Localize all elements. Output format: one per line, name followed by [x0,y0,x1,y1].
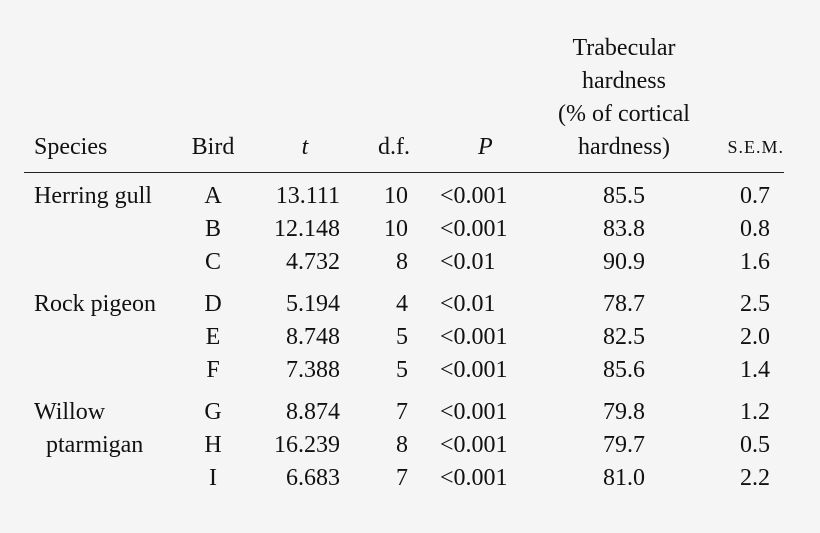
cell-bird: G [204,399,222,425]
cell-species: ptarmigan [46,432,144,458]
cell-trabecular-hardness: 79.7 [603,432,645,458]
cell-df: 7 [396,465,408,491]
cell-t: 13.111 [275,183,340,209]
cell-df: 8 [396,432,408,458]
cell-df: 5 [396,324,408,350]
header-t: t [301,134,309,160]
table-body: Herring gull A 13.111 10 <0.001 85.5 0.7 B 12.14… [24,180,784,495]
cell-p: <0.001 [440,324,508,350]
group-spacer [24,387,784,396]
header-trabecular-line: hardness) [578,134,670,160]
table-row: C 4.732 8 <0.01 90.9 1.6 [24,246,784,279]
cell-p: <0.001 [440,357,508,383]
header-sem: S.E.M. [727,137,784,157]
group-spacer [24,279,784,288]
cell-bird: E [205,324,221,350]
table-row: I 6.683 7 <0.001 81.0 2.2 [24,462,784,495]
cell-bird: A [204,183,222,209]
cell-t: 4.732 [286,249,340,275]
header-trabecular-line: Trabecular [572,35,676,61]
cell-t: 16.239 [274,432,340,458]
cell-sem: 0.5 [740,432,770,458]
cell-t: 7.388 [286,357,340,383]
cell-trabecular-hardness: 85.5 [603,183,645,209]
cell-trabecular-hardness: 82.5 [603,324,645,350]
table-row: Willow G 8.874 7 <0.001 79.8 1.2 [24,396,784,429]
cell-sem: 1.2 [740,399,770,425]
cell-p: <0.001 [440,465,508,491]
cell-sem: 2.2 [740,465,770,491]
header-trabecular-line: hardness [582,68,666,94]
header-trabecular-hardness: Trabecular hardness (% of cortical hardn… [544,32,704,164]
cell-df: 8 [396,249,408,275]
cell-p: <0.001 [440,432,508,458]
table-row: F 7.388 5 <0.001 85.6 1.4 [24,354,784,387]
header-df: d.f. [378,134,410,160]
cell-t: 5.194 [286,291,340,317]
header-trabecular-line: (% of cortical [558,101,690,127]
table-header: Species Bird t d.f. P Trabecular hardnes… [24,30,784,170]
header-divider [24,172,784,173]
cell-p: <0.01 [440,291,496,317]
cell-trabecular-hardness: 90.9 [603,249,645,275]
cell-df: 7 [396,399,408,425]
table-row: ptarmigan H 16.239 8 <0.001 79.7 0.5 [24,429,784,462]
cell-trabecular-hardness: 81.0 [603,465,645,491]
cell-bird: I [209,465,217,491]
cell-bird: H [204,432,222,458]
cell-sem: 1.6 [740,249,770,275]
cell-trabecular-hardness: 78.7 [603,291,645,317]
cell-species: Rock pigeon [34,291,156,317]
cell-p: <0.01 [440,249,496,275]
cell-trabecular-hardness: 79.8 [603,399,645,425]
cell-df: 10 [384,216,408,242]
cell-bird: D [204,291,222,317]
cell-sem: 1.4 [740,357,770,383]
cell-bird: F [206,357,220,383]
table-row: B 12.148 10 <0.001 83.8 0.8 [24,213,784,246]
table-row: Herring gull A 13.111 10 <0.001 85.5 0.7 [24,180,784,213]
cell-p: <0.001 [440,399,508,425]
cell-sem: 0.8 [740,216,770,242]
cell-t: 8.874 [286,399,340,425]
cell-trabecular-hardness: 85.6 [603,357,645,383]
header-p: P [478,134,493,160]
cell-bird: B [204,216,221,242]
cell-bird: C [204,249,221,275]
cell-df: 5 [396,357,408,383]
table-row: E 8.748 5 <0.001 82.5 2.0 [24,321,784,354]
cell-sem: 2.5 [740,291,770,317]
table-row: Rock pigeon D 5.194 4 <0.01 78.7 2.5 [24,288,784,321]
cell-t: 12.148 [274,216,340,242]
cell-t: 6.683 [286,465,340,491]
cell-p: <0.001 [440,216,508,242]
header-species: Species [34,134,108,160]
cell-p: <0.001 [440,183,508,209]
header-bird: Bird [191,134,235,160]
cell-t: 8.748 [286,324,340,350]
cell-df: 4 [396,291,408,317]
cell-species: Herring gull [34,183,152,209]
cell-df: 10 [384,183,408,209]
cell-trabecular-hardness: 83.8 [603,216,645,242]
cell-species: Willow [34,399,106,425]
cell-sem: 2.0 [740,324,770,350]
cell-sem: 0.7 [740,183,770,209]
